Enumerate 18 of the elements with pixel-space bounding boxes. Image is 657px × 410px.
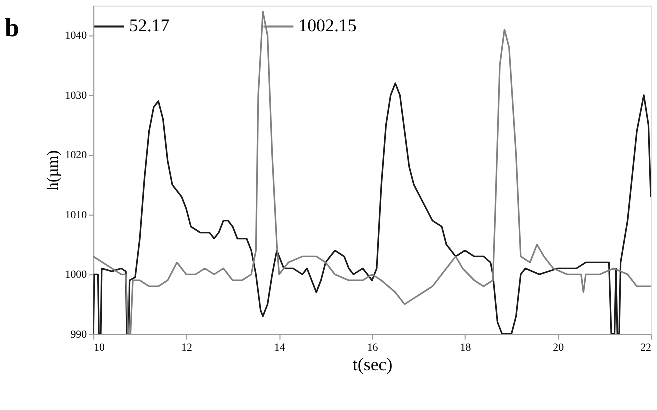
y-tick-label: 1000 [65,269,88,282]
y-tick-label: 1020 [65,150,88,162]
x-axis-title: t(sec) [352,354,393,375]
x-tick-label: 22 [640,342,652,354]
x-tick-label: 16 [367,342,379,354]
chart-title: b [4,14,20,43]
y-axis-title: h(µm) [45,150,62,191]
x-tick-label: 20 [553,342,565,354]
x-tick-label: 18 [460,342,472,354]
y-tick-label: 1010 [65,209,88,222]
y-tick-label: 1040 [65,30,88,42]
y-tick-label: 990 [70,328,88,341]
legend-label: 1002.15 [298,16,357,36]
y-tick-label: 1030 [65,90,88,102]
x-tick-label: 14 [274,342,286,354]
legend-label: 52.17 [129,16,170,36]
x-tick-label: 12 [182,342,192,354]
x-tick-label: 10 [94,342,106,354]
